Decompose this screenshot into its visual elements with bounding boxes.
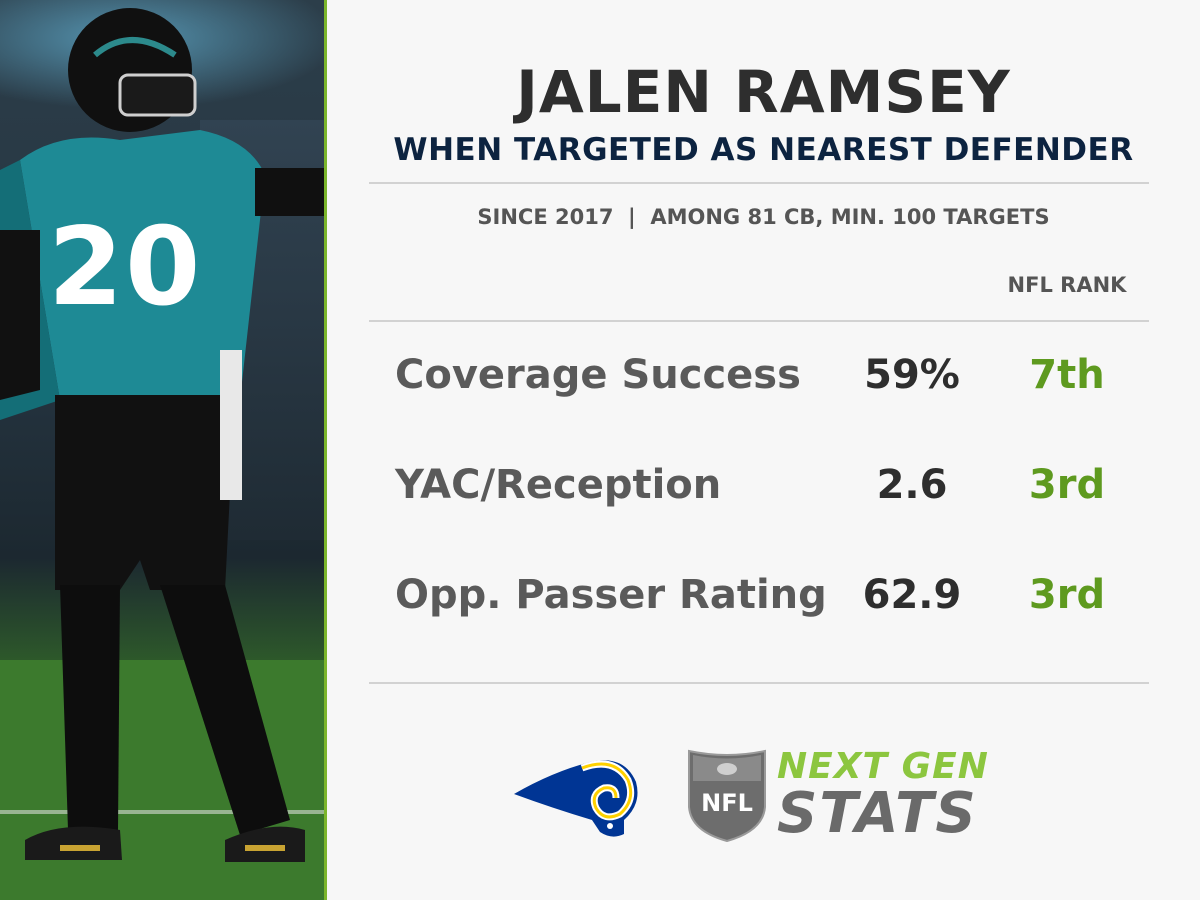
stat-value: 2.6 bbox=[876, 462, 948, 508]
stat-row: Coverage Success 59% 7th bbox=[327, 352, 1200, 422]
stat-rank: 7th bbox=[1029, 352, 1105, 398]
jersey-number: 20 bbox=[48, 205, 203, 330]
divider bbox=[369, 182, 1149, 184]
nfl-wordmark: NFL bbox=[701, 789, 753, 817]
stat-label: Coverage Success bbox=[395, 352, 801, 398]
stat-context: WHEN TARGETED AS NEAREST DEFENDER bbox=[393, 132, 1134, 168]
next-gen-stats-logo: NEXT GEN STATS bbox=[777, 748, 1017, 842]
stat-label: Opp. Passer Rating bbox=[395, 572, 827, 618]
player-figure bbox=[0, 8, 325, 900]
ngs-line2: STATS bbox=[777, 781, 978, 846]
stat-label: YAC/Reception bbox=[395, 462, 722, 508]
stats-panel: JALEN RAMSEY WHEN TARGETED AS NEAREST DE… bbox=[327, 0, 1200, 900]
stat-value: 62.9 bbox=[862, 572, 962, 618]
player-name: JALEN RAMSEY bbox=[516, 58, 1011, 126]
player-photo: 20 bbox=[0, 0, 325, 900]
divider bbox=[369, 320, 1149, 322]
sample-note: SINCE 2017 | AMONG 81 CB, MIN. 100 TARGE… bbox=[477, 205, 1050, 229]
rams-logo bbox=[514, 760, 638, 837]
stat-row: Opp. Passer Rating 62.9 3rd bbox=[327, 572, 1200, 642]
stat-rank: 3rd bbox=[1028, 462, 1106, 508]
rank-column-header: NFL RANK bbox=[1007, 273, 1127, 297]
stat-value: 59% bbox=[864, 352, 960, 398]
stat-rank: 3rd bbox=[1028, 572, 1106, 618]
accent-divider bbox=[324, 0, 327, 900]
nfl-shield-logo: NFL bbox=[688, 749, 766, 843]
divider bbox=[369, 682, 1149, 684]
ngs-line1: NEXT GEN bbox=[777, 746, 989, 787]
stat-row: YAC/Reception 2.6 3rd bbox=[327, 462, 1200, 532]
